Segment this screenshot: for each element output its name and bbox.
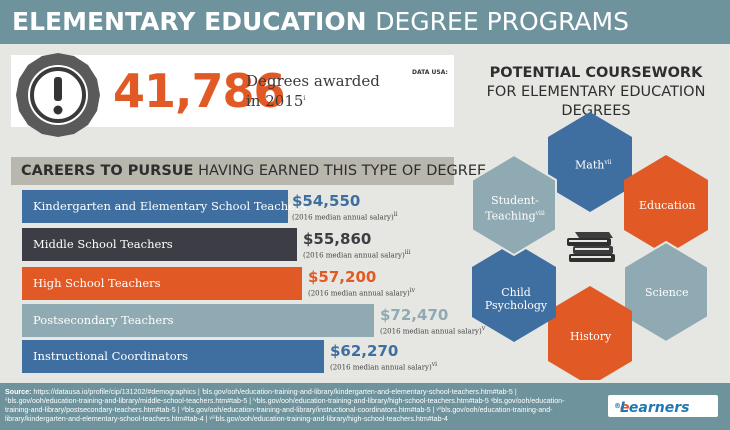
hex-student-teaching: [471, 153, 557, 257]
hex-label-history: History: [570, 330, 612, 343]
page-title: ELEMENTARY EDUCATION DEGREE PROGRAMS: [12, 6, 629, 38]
footer: Source: https://datausa.io/profile/cip/1…: [0, 383, 730, 430]
alert-icon: [16, 53, 100, 137]
title-rest: DEGREE PROGRAMS: [375, 7, 629, 36]
career-bar: Instructional Coordinators: [22, 340, 324, 373]
hex-label-child-psychology: Child Psychology: [484, 286, 548, 312]
career-label: Middle School Teachers: [33, 237, 173, 251]
career-label: Postsecondary Teachers: [33, 313, 174, 327]
career-label: High School Teachers: [33, 276, 161, 290]
career-label: Instructional Coordinators: [33, 349, 189, 363]
degrees-count: 41,786: [113, 64, 286, 118]
books-icon: [567, 232, 615, 262]
careers-title: CAREERS TO PURSUE HAVING EARNED THIS TYP…: [11, 157, 486, 185]
title-bold: ELEMENTARY EDUCATION: [12, 7, 367, 36]
coursework-hexagons: Mathvii Education Science History Child …: [455, 110, 725, 386]
career-salary: $54,550 (2016 median annual salary)ii: [292, 192, 398, 222]
hex-math: [548, 112, 632, 212]
coursework-title: POTENTIAL COURSEWORK FOR ELEMENTARY EDUC…: [486, 65, 706, 119]
hex-science: [623, 240, 709, 344]
degrees-label: Degrees awarded in 2015i: [246, 72, 380, 110]
hex-education: [624, 155, 708, 255]
career-salary: $62,270 (2016 median annual salary)vi: [330, 342, 438, 372]
header-banner: ELEMENTARY EDUCATION DEGREE PROGRAMS: [0, 0, 730, 44]
career-salary: $55,860 (2016 median annual salary)iii: [303, 230, 411, 260]
career-bar: Postsecondary Teachers: [22, 304, 374, 337]
elearners-logo: e Learners ®: [608, 395, 718, 417]
hex-label-math: Mathvii: [575, 158, 612, 172]
source-tag: DATA USA:: [412, 69, 448, 76]
career-salary: $57,200 (2016 median annual salary)iv: [308, 268, 416, 298]
career-bar: Kindergarten and Elementary School Teach…: [22, 190, 306, 223]
career-label: Kindergarten and Elementary School Teach…: [33, 199, 307, 213]
footer-sources: Source: https://datausa.io/profile/cip/1…: [5, 388, 565, 423]
career-bar: High School Teachers: [22, 267, 302, 300]
career-bar: Middle School Teachers: [22, 228, 297, 261]
hex-history: [548, 286, 632, 386]
hex-label-education: Education: [639, 199, 696, 212]
career-salary: $72,470 (2016 median annual salary)v: [380, 306, 486, 336]
hexagon-graphic: [471, 112, 709, 386]
hex-label-student-teaching: Student-Teachingviii: [485, 194, 545, 223]
hex-child-psychology: [472, 242, 556, 342]
hex-label-science: Science: [645, 286, 689, 299]
